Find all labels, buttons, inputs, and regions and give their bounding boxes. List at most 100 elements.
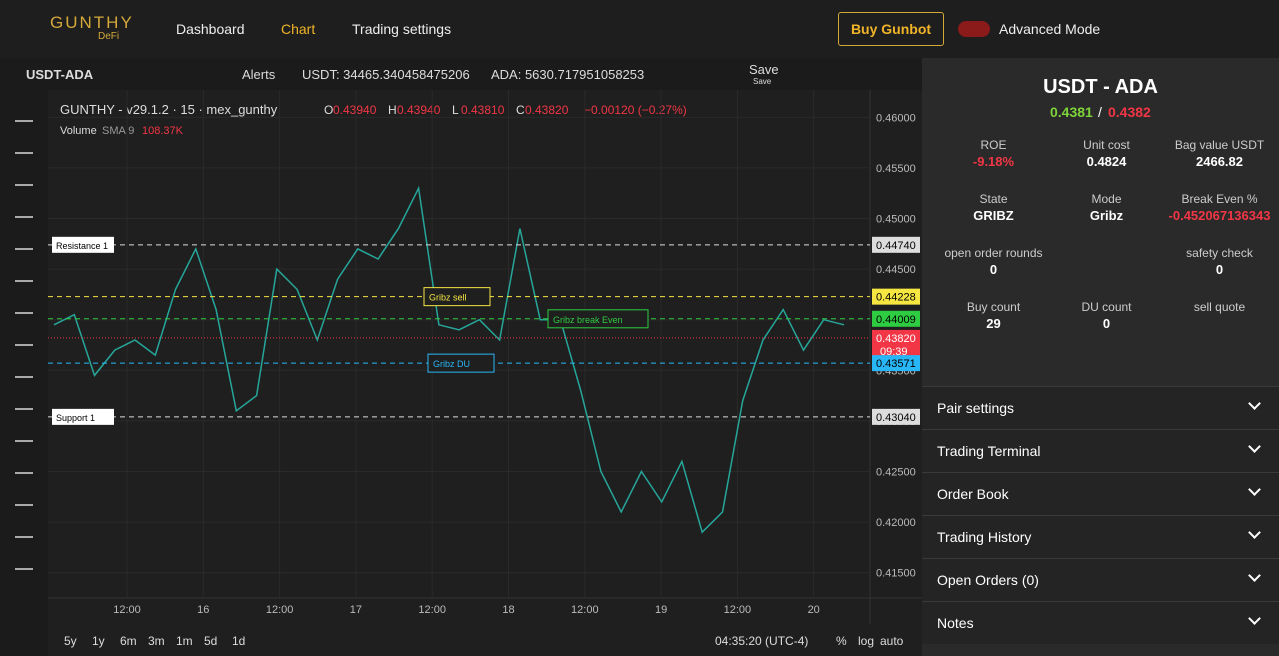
chart: GUNTHY - v29.1.2 · 15 · mex_gunthy Volum… xyxy=(48,90,922,656)
stat-value: 0 xyxy=(989,262,998,277)
stat-label: Bag value USDT xyxy=(1174,138,1265,152)
chevron[interactable] xyxy=(1248,483,1261,496)
buy-button[interactable]: Buy Gunbot xyxy=(838,12,944,46)
section-title[interactable]: Pair settings xyxy=(937,400,1015,416)
level-name-box xyxy=(52,408,114,425)
x-tick-label: 18 xyxy=(502,604,514,616)
y-tick-label: 0.42500 xyxy=(876,467,916,479)
annotation-box xyxy=(547,309,649,329)
ohlc-key: C xyxy=(516,103,525,117)
section-title[interactable]: Open Orders (0) xyxy=(937,572,1039,588)
ohlc-key: O xyxy=(324,103,333,117)
level-tag xyxy=(872,329,920,358)
ohlc-value: 0.43940 xyxy=(397,103,441,117)
section-title[interactable]: Order Book xyxy=(937,486,1009,502)
x-tick-label: 12:00 xyxy=(724,604,752,616)
annotation-box xyxy=(423,287,491,307)
brand-sub: DeFi xyxy=(98,31,120,42)
timeframe: 1m xyxy=(176,634,193,648)
section-title[interactable]: Trading History xyxy=(937,529,1032,545)
stat-label: State xyxy=(979,192,1008,206)
accordion[interactable]: Trading Terminal xyxy=(922,429,1279,472)
level-tag xyxy=(872,355,920,372)
stat-value: 0 xyxy=(1102,316,1111,331)
stat: Unit cost 0.4824 xyxy=(1047,138,1166,169)
stat-value: 29 xyxy=(986,316,1001,331)
accordion[interactable]: Notes xyxy=(922,601,1279,644)
stat-label: DU count xyxy=(1081,300,1132,314)
annotation: Gribz break Even xyxy=(553,315,623,325)
nav-item[interactable]: Dashboard xyxy=(176,21,245,37)
stat: Break Even % -0.452067136343 xyxy=(1160,192,1279,223)
level-label: 0.43820 xyxy=(876,333,916,345)
stat: open order rounds 0 xyxy=(934,246,1053,277)
timeframe: 6m xyxy=(120,634,137,648)
level-label: 0.43040 xyxy=(876,412,916,424)
x-tick-label: 16 xyxy=(197,604,209,616)
change: −0.00120 (−0.27%) xyxy=(584,103,687,117)
save-sub: Save xyxy=(753,77,772,86)
stat: DU count 0 xyxy=(1047,300,1166,331)
accordion[interactable]: Trading History xyxy=(922,515,1279,558)
level-name-box xyxy=(52,236,114,253)
ohlc-key: H xyxy=(388,103,397,117)
stat-label: open order rounds xyxy=(944,246,1043,260)
annotation: Gribz sell xyxy=(429,293,467,303)
level-tag xyxy=(872,408,920,425)
symbol[interactable]: USDT-ADA xyxy=(26,67,94,82)
ohlc-value: 0.43810 xyxy=(461,103,505,117)
volume-value: 108.37K xyxy=(142,125,184,137)
toggle[interactable] xyxy=(958,21,990,37)
stat-value: 2466.82 xyxy=(1196,154,1243,169)
ohlc-value: 0.43940 xyxy=(333,103,377,117)
stat: Mode Gribz xyxy=(1047,192,1166,223)
stat: ROE -9.18% xyxy=(934,138,1053,169)
stat-value: 0.4824 xyxy=(1086,154,1127,169)
side-panel: USDT - ADA 0.4381 / 0.4382 ROE -9.18% Unit cos… xyxy=(922,58,1279,656)
accordion[interactable]: Open Orders (0) xyxy=(922,558,1279,601)
y-tick-label: 0.45500 xyxy=(876,163,916,175)
stat-label: Break Even % xyxy=(1181,192,1258,206)
section-title[interactable]: Notes xyxy=(937,615,974,631)
nav-item[interactable]: Trading settings xyxy=(352,21,452,37)
level-time: 09:39 xyxy=(880,346,908,358)
level-name: Support 1 xyxy=(56,413,95,423)
section-title[interactable]: Trading Terminal xyxy=(937,443,1041,459)
usdt-balance: USDT: 34465.340458475206 xyxy=(302,67,470,82)
stat-label: Mode xyxy=(1091,192,1122,206)
stat: Bag value USDT 2466.82 xyxy=(1160,138,1279,169)
timeframe: 5d xyxy=(204,634,217,648)
accordion[interactable]: Pair settings xyxy=(922,386,1279,429)
accordion[interactable]: Order Book xyxy=(922,472,1279,515)
scale-option: auto xyxy=(880,634,904,648)
chevron[interactable] xyxy=(1248,612,1261,625)
ask: 0.4382 xyxy=(1108,104,1151,120)
annotation-box xyxy=(427,353,495,373)
price-line xyxy=(53,185,845,534)
chevron[interactable] xyxy=(1248,569,1261,582)
level-tag xyxy=(872,236,920,253)
ohlc-value: 0.43820 xyxy=(525,103,569,117)
level-name: Resistance 1 xyxy=(56,241,108,251)
nav-item[interactable]: Chart xyxy=(281,21,316,37)
chevron[interactable] xyxy=(1248,526,1261,539)
stat: sell quote xyxy=(1160,300,1279,316)
legend-title: GUNTHY - v29.1.2 · 15 · mex_gunthy xyxy=(60,102,278,117)
volume-label: Volume xyxy=(60,125,97,137)
sma-label: SMA 9 xyxy=(102,125,134,137)
x-tick-label: 12:00 xyxy=(571,604,599,616)
x-tick-label: 17 xyxy=(350,604,362,616)
scale-option: % xyxy=(836,634,847,648)
save[interactable]: Save xyxy=(749,62,779,77)
y-tick-label: 0.46000 xyxy=(876,112,916,124)
chevron[interactable] xyxy=(1248,440,1261,453)
alerts[interactable]: Alerts xyxy=(242,67,276,82)
timeframe: 1y xyxy=(92,634,105,648)
timeframe: 5y xyxy=(64,634,77,648)
stat-label: sell quote xyxy=(1193,300,1246,314)
x-tick-label: 12:00 xyxy=(266,604,294,616)
mode-label: Advanced Mode xyxy=(999,21,1101,37)
y-tick-label: 0.42000 xyxy=(876,517,916,529)
chevron[interactable] xyxy=(1248,397,1261,410)
